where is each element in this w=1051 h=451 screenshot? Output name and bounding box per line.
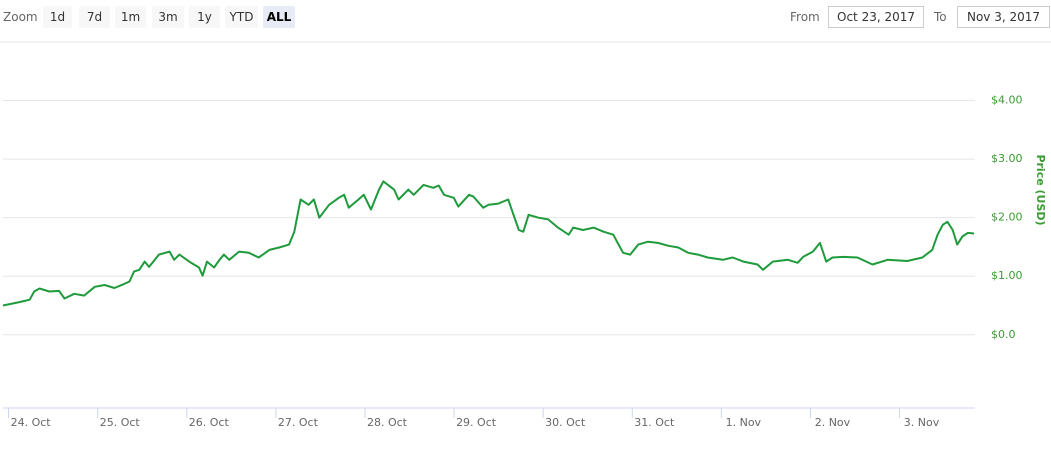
y-axis-title: Price (USD) xyxy=(1034,154,1047,225)
zoom-button[interactable]: YTD xyxy=(225,6,258,28)
y-tick-label: $2.00 xyxy=(991,211,1023,224)
to-date-input[interactable]: Nov 3, 2017 xyxy=(957,6,1050,28)
x-tick-label: 3. Nov xyxy=(904,416,940,429)
from-date-input[interactable]: Oct 23, 2017 xyxy=(828,6,924,28)
zoom-button[interactable]: 1m xyxy=(115,6,146,28)
zoom-button[interactable]: ALL xyxy=(263,6,295,28)
x-tick-label: 30. Oct xyxy=(545,416,586,429)
y-tick-label: $4.00 xyxy=(991,94,1023,107)
zoom-button[interactable]: 3m xyxy=(152,6,184,28)
price-line xyxy=(2,180,975,307)
zoom-button[interactable]: 7d xyxy=(79,6,110,28)
to-label: To xyxy=(934,10,947,24)
y-tick-label: $1.00 xyxy=(991,269,1023,282)
from-label: From xyxy=(790,10,820,24)
zoom-button[interactable]: 1y xyxy=(189,6,220,28)
x-tick-label: 31. Oct xyxy=(634,416,675,429)
zoom-button[interactable]: 1d xyxy=(43,6,72,28)
x-tick-label: 24. Oct xyxy=(11,416,52,429)
x-tick-label: 1. Nov xyxy=(726,416,762,429)
y-tick-label: $3.00 xyxy=(991,152,1023,165)
x-tick-label: 26. Oct xyxy=(189,416,230,429)
y-tick-label: $0.0 xyxy=(991,328,1016,341)
x-tick-label: 29. Oct xyxy=(456,416,497,429)
x-tick-label: 27. Oct xyxy=(278,416,319,429)
x-tick-label: 2. Nov xyxy=(815,416,851,429)
zoom-label: Zoom xyxy=(3,10,38,24)
x-tick-label: 28. Oct xyxy=(367,416,408,429)
x-tick-label: 25. Oct xyxy=(100,416,141,429)
